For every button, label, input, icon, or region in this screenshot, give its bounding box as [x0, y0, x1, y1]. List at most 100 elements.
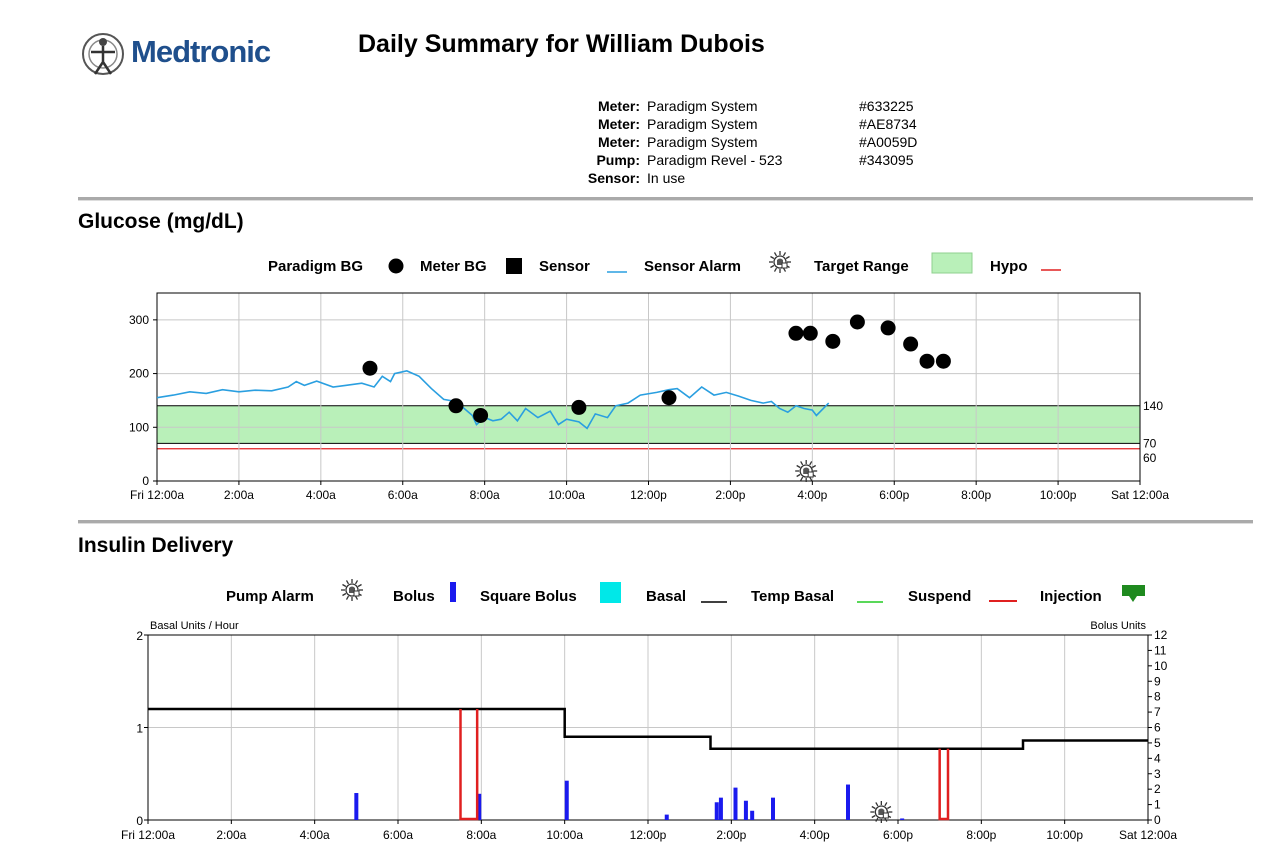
medtronic-logo: Medtronic [79, 30, 309, 80]
right-y-tick-label: 1 [1154, 798, 1161, 812]
bolus-legend-icon [450, 582, 456, 602]
device-key: Meter: [597, 98, 640, 114]
bolus-bar [750, 810, 755, 820]
legend-basal: Basal [646, 588, 687, 605]
device-serial: #AE8734 [859, 116, 917, 132]
bolus-bar [477, 793, 482, 820]
bolus-bar [733, 787, 738, 820]
page-title: Daily Summary for William Dubois [358, 30, 765, 58]
x-tick-label: Fri 12:00a [121, 828, 175, 842]
glucose-heading: Glucose (mg/dL) [78, 210, 244, 233]
left-axis-title: Basal Units / Hour [150, 620, 239, 632]
sensor-alarm-legend-icon [769, 251, 791, 273]
insulin-legend: Pump Alarm Bolus Square Bolus Basal Temp… [0, 579, 1284, 612]
pump-alarm-marker [870, 801, 893, 823]
temp-basal-legend-icon [857, 601, 883, 603]
legend-bolus: Bolus [393, 588, 435, 605]
insulin-heading: Insulin Delivery [78, 534, 234, 557]
y-tick-label: 100 [129, 420, 149, 434]
device-key: Pump: [596, 152, 640, 168]
x-tick-label: 8:00a [466, 828, 496, 842]
device-name: Paradigm System [647, 134, 758, 150]
paradigm-bg-point [880, 320, 896, 336]
suspend-segment [459, 709, 479, 821]
paradigm-bg-point [448, 398, 464, 414]
x-tick-label: 10:00p [1046, 828, 1083, 842]
device-name: Paradigm Revel - 523 [647, 152, 783, 168]
insulin-chart: Basal Units / Hour Bolus Units Fri 12:00a 2… [121, 620, 1177, 842]
paradigm-bg-legend-icon [388, 258, 404, 274]
basal-series-line [148, 707, 1148, 751]
device-list: Meter: Paradigm System #633225 Meter: Paradi… [570, 97, 990, 187]
legend-target-range: Target Range [814, 258, 909, 275]
x-tick-label: 6:00a [388, 488, 418, 502]
sensor-alarm-marker [795, 460, 818, 482]
alarm-symbol [769, 251, 791, 273]
right-y-tick-label: 5 [1154, 736, 1161, 750]
target-range-legend-icon [931, 252, 973, 274]
bolus-bar [846, 784, 850, 820]
square-bolus-legend-icon [600, 582, 621, 603]
legend-paradigm-bg: Paradigm BG [268, 258, 364, 275]
right-y-tick-label: 11 [1154, 643, 1167, 657]
bolus-bar [354, 793, 359, 820]
x-tick-label: 2:00p [716, 828, 746, 842]
legend-temp-basal: Temp Basal [751, 588, 835, 605]
right-y-tick-label: 2 [1154, 782, 1161, 796]
basal-legend-icon [701, 601, 727, 603]
legend-suspend: Suspend [908, 588, 972, 605]
device-row: Meter: Paradigm System #A0059D [570, 133, 990, 151]
bolus-bar [718, 797, 723, 820]
glucose-chart: Fri 12:00a 2:00a 4:00a 6:00a 8:00a 10:00a 12:0… [129, 292, 1169, 502]
paradigm-bg-point [903, 336, 919, 352]
divider [78, 520, 1253, 524]
x-tick-label: Fri 12:00a [130, 488, 184, 502]
paradigm-bg-point [473, 407, 489, 423]
legend-meter-bg: Meter BG [420, 258, 487, 275]
device-row: Pump: Paradigm Revel - 523 #343095 [570, 151, 990, 169]
device-key: Sensor: [587, 170, 640, 186]
x-tick-label: 8:00p [966, 828, 996, 842]
plot-border [147, 634, 1149, 821]
x-tick-label: 8:00p [961, 488, 991, 502]
legend-square-bolus: Square Bolus [480, 588, 577, 605]
divider [78, 197, 1253, 201]
sensor-series-line [156, 370, 830, 430]
right-axis-title: Bolus Units [1090, 620, 1146, 632]
right-y-tick-label: 8 [1154, 690, 1161, 704]
x-tick-label: 10:00p [1040, 488, 1077, 502]
bolus-bar [664, 814, 669, 820]
device-name: In use [647, 170, 686, 186]
x-tick-label: 6:00p [879, 488, 909, 502]
bolus-bar [564, 780, 569, 820]
device-row: Meter: Paradigm System #633225 [570, 97, 990, 115]
legend-pump-alarm: Pump Alarm [226, 588, 314, 605]
paradigm-bg-point [788, 325, 804, 341]
paradigm-bg-point [661, 390, 677, 406]
plot-border [156, 292, 1141, 482]
x-tick-label: Sat 12:00a [1119, 828, 1177, 842]
pump-alarm-legend-icon [341, 579, 363, 601]
x-tick-label: 8:00a [470, 488, 500, 502]
paradigm-bg-point [362, 360, 378, 376]
legend-sensor: Sensor [539, 258, 590, 275]
x-tick-label: Sat 12:00a [1111, 488, 1169, 502]
legend-sensor-alarm: Sensor Alarm [644, 258, 741, 275]
x-tick-label: 12:00p [630, 488, 667, 502]
x-tick-label: 10:00a [548, 488, 585, 502]
sensor-legend-icon [607, 271, 627, 273]
device-serial: #633225 [859, 98, 914, 114]
device-serial: #A0059D [859, 134, 918, 150]
right-y-tick-label: 4 [1154, 751, 1161, 765]
paradigm-bg-point [571, 399, 587, 415]
left-y-tick-label: 2 [136, 629, 143, 643]
glucose-legend: Paradigm BG Meter BG Sensor Sensor Alarm… [0, 251, 1284, 282]
paradigm-bg-point [849, 314, 865, 330]
right-y-tick-label: 6 [1154, 721, 1161, 735]
x-tick-label: 4:00a [306, 488, 336, 502]
bolus-bar [771, 797, 775, 820]
device-serial: #343095 [859, 152, 914, 168]
x-tick-label: 2:00a [224, 488, 254, 502]
left-y-tick-label: 0 [136, 814, 143, 828]
legend-hypo: Hypo [990, 258, 1028, 275]
